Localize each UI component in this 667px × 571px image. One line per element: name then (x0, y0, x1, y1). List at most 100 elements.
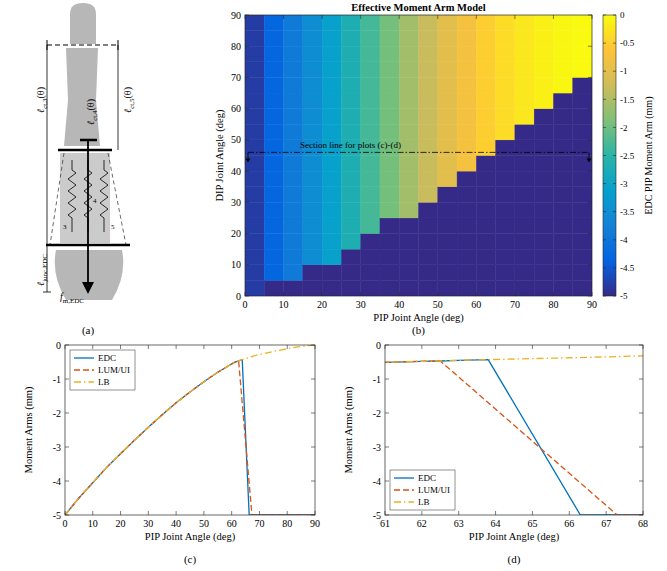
heat-cell (457, 77, 476, 93)
y-tick (385, 345, 389, 346)
y-tick (245, 171, 249, 172)
heat-cell (245, 124, 264, 140)
heat-cell (341, 280, 360, 296)
heat-cell (245, 249, 264, 265)
heat-cell (361, 62, 380, 78)
heat-cell (457, 46, 476, 62)
colorbar-tick (613, 183, 616, 184)
heat-cell (399, 265, 418, 281)
heat-cell (361, 124, 380, 140)
heat-cell (476, 171, 495, 187)
heat-cell (322, 46, 341, 62)
label-subscript: m,EDC (63, 297, 85, 305)
heat-cell (457, 202, 476, 218)
x-tick (476, 15, 477, 19)
heat-cell (476, 77, 495, 93)
heat-cell (438, 171, 457, 187)
heat-cell (496, 187, 515, 203)
heat-cell (284, 249, 303, 265)
x-tick (65, 345, 66, 349)
heat-cell (399, 15, 418, 31)
colorbar-ramp (603, 15, 616, 296)
heat-cell (573, 234, 592, 250)
heat-cell (496, 280, 515, 296)
heat-cell (419, 156, 438, 172)
x-tick (553, 292, 554, 296)
legend-swatch (394, 477, 414, 478)
heat-cell (264, 109, 283, 125)
data-layer (385, 355, 643, 515)
heat-cell (361, 218, 380, 234)
heat-cell (245, 31, 264, 47)
plot-area (385, 345, 643, 515)
x-tick (315, 345, 316, 349)
legend-swatch (74, 369, 94, 370)
legend-swatch (74, 381, 94, 382)
heat-cell (303, 109, 322, 125)
heat-cell (534, 187, 553, 203)
x-tick (283, 292, 284, 296)
heat-cell (573, 109, 592, 125)
heat-cell (534, 234, 553, 250)
heat-cell (553, 218, 572, 234)
heat-cell (476, 249, 495, 265)
x-tick (360, 292, 361, 296)
heat-cell (303, 249, 322, 265)
legend-swatch (394, 501, 414, 502)
colorbar-tick-label: -2.5 (620, 151, 635, 161)
x-tick (231, 511, 232, 515)
heat-cell (515, 187, 534, 203)
heatmap-chart: 01020304050607080900102030405060708090PI… (214, 2, 655, 337)
plot-area (65, 345, 315, 515)
heat-cell (573, 265, 592, 281)
spring (100, 160, 108, 232)
heat-cell (496, 46, 515, 62)
x-tick-label: 80 (548, 299, 558, 310)
x-tick-label: 68 (638, 518, 648, 529)
colorbar-tick (613, 155, 616, 156)
x-tick-label: 30 (356, 299, 366, 310)
heat-cell (380, 156, 399, 172)
y-tick (639, 413, 643, 414)
heat-cell (573, 93, 592, 109)
heat-cell (380, 31, 399, 47)
x-tick-label: 70 (254, 518, 264, 529)
heat-cell (515, 265, 534, 281)
x-tick-label: 0 (63, 518, 68, 529)
x-tick (495, 511, 496, 515)
line-chart: 6162636465666768-5-4-3-2-10PIP Joint Ang… (343, 340, 667, 567)
heat-cell (534, 265, 553, 281)
x-tick (92, 345, 93, 349)
heat-cell (361, 280, 380, 296)
heat-cell (361, 234, 380, 250)
heat-cell (438, 140, 457, 156)
heat-cell (361, 77, 380, 93)
heat-cell (573, 280, 592, 296)
heat-cell (361, 187, 380, 203)
y-tick (65, 447, 69, 448)
colorbar-tick (613, 71, 616, 72)
colorbar-title: EDC PIP Moment Arm (mm) (643, 97, 655, 215)
heat-cell (457, 93, 476, 109)
colorbar-tick (613, 99, 616, 100)
heat-cell (361, 93, 380, 109)
x-tick (569, 511, 570, 515)
heat-cell (438, 187, 457, 203)
heat-cell (322, 187, 341, 203)
y-tick-label: 50 (231, 134, 241, 145)
colorbar-tick (603, 296, 606, 297)
heat-cell (264, 15, 283, 31)
colorbar-tick (603, 211, 606, 212)
heat-cell (553, 249, 572, 265)
x-tick (322, 292, 323, 296)
heat-cell (534, 109, 553, 125)
heat-cell (573, 202, 592, 218)
colorbar-tick (613, 239, 616, 240)
heat-cell (457, 140, 476, 156)
heat-cell (322, 77, 341, 93)
heat-cell (361, 15, 380, 31)
heat-cell (457, 109, 476, 125)
colorbar-tick (603, 15, 606, 16)
heat-cell (515, 62, 534, 78)
heat-cell (399, 109, 418, 125)
